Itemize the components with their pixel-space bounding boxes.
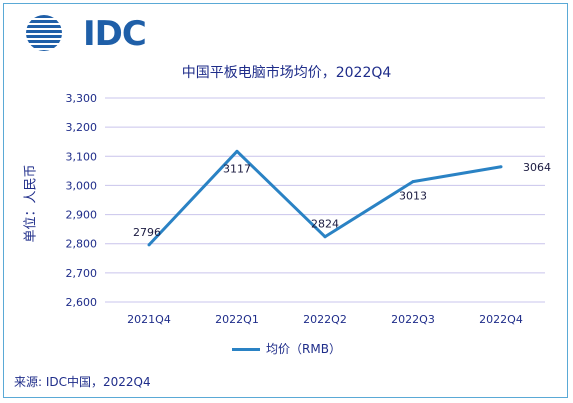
legend: 均价（RMB） [0,340,573,357]
y-axis-label: 单位：人民币 [23,164,39,243]
legend-swatch [232,348,261,351]
idc-logo: IDC [22,12,147,54]
legend-label: 均价（RMB） [266,342,341,356]
globe-icon [26,15,62,51]
chart-title: 中国平板电脑市场均价，2022Q4 [181,65,392,81]
source-note: 来源: IDC中国，2022Q4 [14,375,151,389]
logo-text: IDC [83,14,147,54]
